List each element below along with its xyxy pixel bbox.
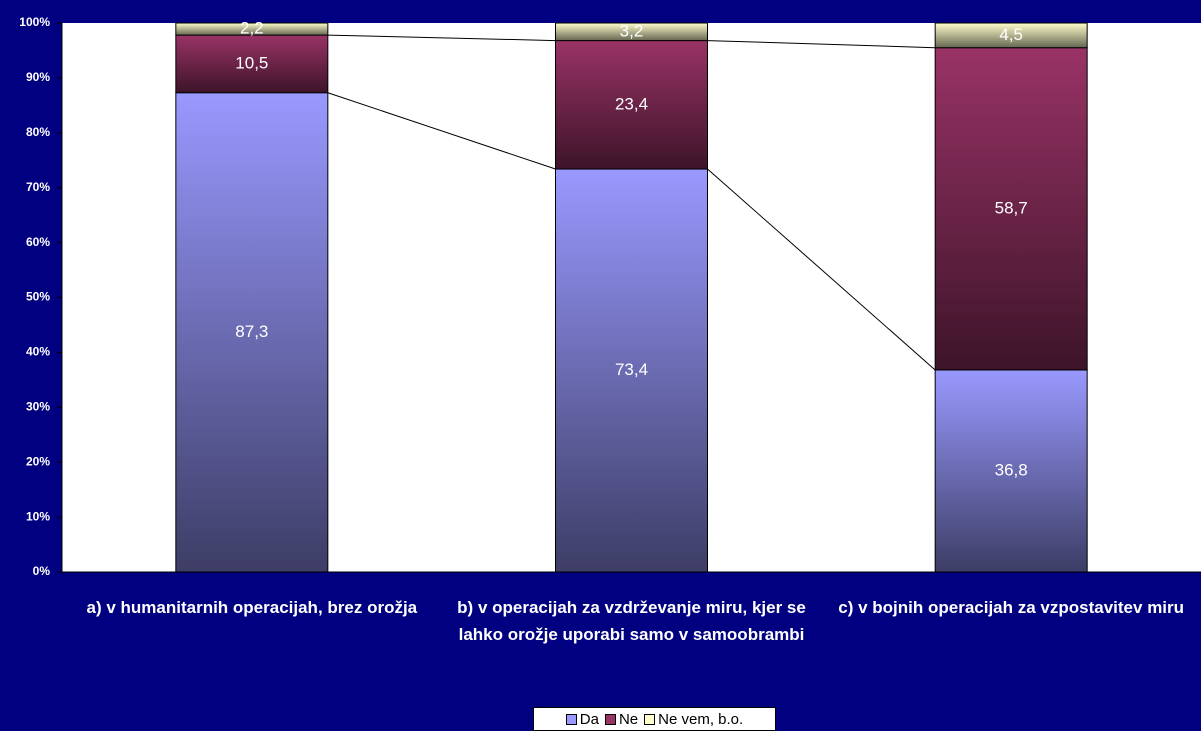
legend-swatch [565, 713, 577, 725]
y-tick-label: 30% [26, 399, 50, 413]
y-tick-label: 40% [26, 345, 50, 359]
bar-segment [175, 34, 329, 94]
data-label: 58,7 [995, 198, 1028, 217]
data-label: 2,2 [240, 19, 264, 38]
legend-label: Ne [618, 710, 639, 728]
y-tick-label: 20% [26, 454, 50, 468]
bar-segment [934, 22, 1088, 49]
y-tick-label: 90% [26, 70, 50, 84]
y-tick-label: 100% [19, 15, 50, 29]
series-line [327, 34, 556, 42]
data-label: 73,4 [615, 360, 648, 379]
y-tick-label: 70% [26, 180, 50, 194]
legend: Da Ne Ne vem, b.o. [533, 707, 776, 731]
legend-item: Da [565, 710, 599, 728]
bar-segment [934, 47, 1088, 371]
legend-item: Ne [604, 710, 639, 728]
y-tick-label: 10% [26, 509, 50, 523]
data-label: 87,3 [235, 322, 268, 341]
y-tick-label: 80% [26, 125, 50, 139]
x-tick-label: b) v operacijah za vzdrževanje miru, kje… [457, 598, 806, 644]
bar-segment [555, 168, 708, 573]
legend-swatch [644, 713, 656, 725]
y-tick-label: 50% [26, 290, 50, 304]
x-tick-label: c) v bojnih operacijah za vzpostavitev m… [838, 598, 1185, 617]
legend-item: Ne vem, b.o. [644, 711, 743, 728]
series-line [327, 92, 556, 170]
x-tick-label: a) v humanitarnih operacijah, brez orožj… [86, 598, 418, 617]
series-line [707, 40, 936, 49]
series-line [707, 168, 936, 371]
bar-segment [175, 22, 329, 36]
legend-swatch [604, 713, 616, 725]
data-label: 36,8 [995, 460, 1028, 479]
bar-segment [934, 369, 1088, 573]
data-label: 4,5 [999, 25, 1023, 44]
y-tick-label: 60% [26, 235, 50, 249]
data-label: 10,5 [235, 53, 268, 72]
bar-segment [555, 22, 708, 42]
legend-label: Ne vem, b.o. [658, 710, 744, 728]
y-tick-label: 0% [33, 564, 51, 578]
data-label: 23,4 [615, 94, 648, 113]
data-label: 3,2 [620, 21, 644, 40]
bar-segment [175, 92, 329, 573]
bar-segment [555, 40, 708, 170]
legend-label: Da [579, 710, 599, 728]
